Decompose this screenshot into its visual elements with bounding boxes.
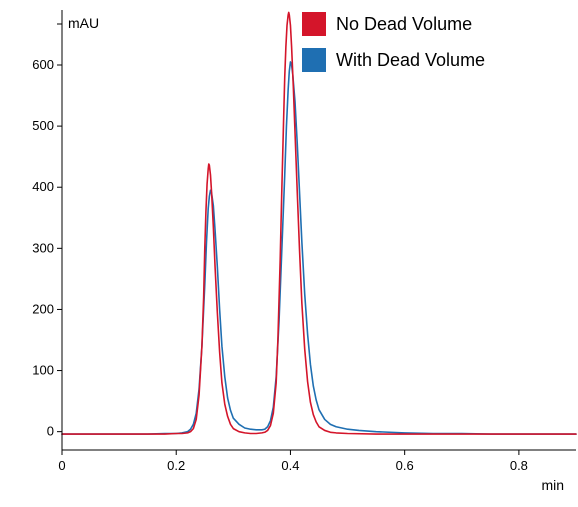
legend-item: With Dead Volume	[302, 48, 485, 72]
y-tick-label: 100	[32, 363, 54, 378]
chromatogram-chart: 0 100 200 300 400 500 600 0 0.2 0.4 0.6 0.8 mAU min N…	[0, 0, 578, 507]
legend-swatch-icon	[302, 48, 326, 72]
legend: No Dead Volume With Dead Volume	[302, 12, 485, 84]
x-axis-label: min	[541, 477, 564, 493]
y-tick-label: 500	[32, 118, 54, 133]
legend-item: No Dead Volume	[302, 12, 485, 36]
x-tick-label: 0.4	[281, 458, 299, 473]
y-tick-label: 600	[32, 57, 54, 72]
x-tick-label: 0.8	[510, 458, 528, 473]
y-tick-label: 400	[32, 179, 54, 194]
y-tick-label: 300	[32, 240, 54, 255]
chart-svg: 0 100 200 300 400 500 600 0 0.2 0.4 0.6 0.8 mAU min	[0, 0, 578, 507]
legend-label: With Dead Volume	[336, 48, 485, 72]
x-tick-label: 0.6	[396, 458, 414, 473]
y-axis-label: mAU	[68, 15, 99, 31]
legend-swatch-icon	[302, 12, 326, 36]
x-tick-label: 0.2	[167, 458, 185, 473]
x-tick-label: 0	[58, 458, 65, 473]
y-tick-label: 0	[47, 424, 54, 439]
y-tick-label: 200	[32, 301, 54, 316]
legend-label: No Dead Volume	[336, 12, 472, 36]
